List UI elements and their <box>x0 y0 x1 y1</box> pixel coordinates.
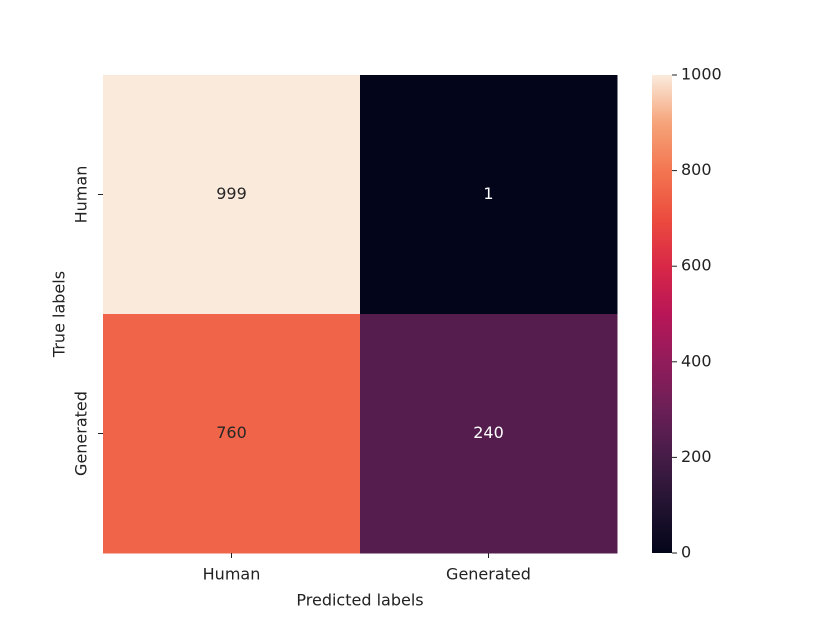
x-tick-label: Generated <box>446 565 531 584</box>
heatmap-cell <box>103 75 361 315</box>
colorbar-tick-label: 400 <box>681 351 712 370</box>
colorbar-tick-label: 0 <box>681 543 691 562</box>
y-tick-label: Human <box>72 166 91 224</box>
cell-label: 999 <box>216 184 247 203</box>
x-tick-label: Human <box>203 565 261 584</box>
heatmap-cell <box>360 314 618 554</box>
cell-label: 1 <box>483 184 493 203</box>
x-axis-label: Predicted labels <box>296 591 423 610</box>
y-axis-label: True labels <box>50 271 69 358</box>
cell-label: 760 <box>216 423 247 442</box>
colorbar <box>652 75 672 553</box>
colorbar-tick-label: 800 <box>681 160 712 179</box>
colorbar-tick-label: 200 <box>681 447 712 466</box>
cell-label: 240 <box>473 423 504 442</box>
heatmap-cell <box>360 75 618 315</box>
colorbar-tick-label: 1000 <box>681 65 722 84</box>
colorbar-tick-label: 600 <box>681 256 712 275</box>
heatmap-cell <box>103 314 361 554</box>
y-tick-label: Generated <box>72 391 91 476</box>
